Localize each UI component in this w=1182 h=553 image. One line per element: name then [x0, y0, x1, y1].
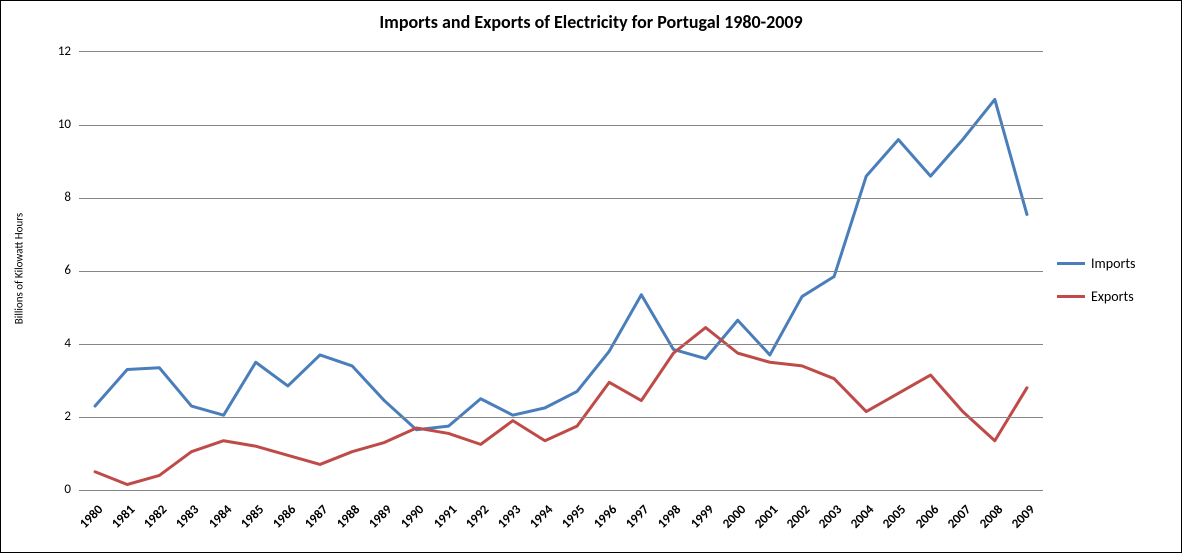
x-tick-label: 1986: [270, 502, 299, 531]
x-tick-label: 2000: [720, 502, 749, 531]
x-tick-label: 2002: [784, 502, 813, 531]
x-tick-label: 1980: [77, 502, 106, 531]
chart-title: Imports and Exports of Electricity for P…: [1, 11, 1181, 33]
x-tick-label: 1987: [302, 502, 331, 531]
x-tick-label: 1998: [655, 502, 684, 531]
x-tick-label: 1991: [431, 502, 460, 531]
x-tick-label: 1992: [463, 502, 492, 531]
x-tick-label: 2005: [880, 502, 909, 531]
x-tick-label: 1993: [495, 502, 524, 531]
x-tick-label: 1984: [206, 502, 235, 531]
x-tick-label: 2007: [945, 502, 974, 531]
gridline: [79, 344, 1043, 345]
gridline: [79, 271, 1043, 272]
y-tick-label: 10: [43, 117, 71, 132]
x-tick-label: 1999: [688, 502, 717, 531]
x-tick-label: 2003: [816, 502, 845, 531]
x-tick-label: 1994: [527, 502, 556, 531]
y-tick-label: 4: [43, 336, 71, 351]
y-tick-label: 8: [43, 190, 71, 205]
gridline: [79, 417, 1043, 418]
legend-item-imports: Imports: [1057, 255, 1136, 272]
y-tick-label: 0: [43, 482, 71, 497]
legend-swatch: [1057, 295, 1085, 298]
y-tick-label: 6: [43, 263, 71, 278]
chart-container: Imports and Exports of Electricity for P…: [0, 0, 1182, 553]
x-tick-label: 2001: [752, 502, 781, 531]
plot-area: [79, 51, 1043, 491]
series-line-exports: [95, 328, 1027, 485]
gridline: [79, 198, 1043, 199]
legend-label: Imports: [1091, 255, 1136, 272]
x-tick-label: 1985: [238, 502, 267, 531]
y-tick-label: 12: [43, 44, 71, 59]
x-tick-label: 1997: [623, 502, 652, 531]
y-axis-title: Billions of Kilowatt Hours: [13, 189, 26, 349]
y-tick-label: 2: [43, 409, 71, 424]
gridline: [79, 125, 1043, 126]
x-tick-label: 1982: [141, 502, 170, 531]
x-tick-label: 1995: [559, 502, 588, 531]
legend-label: Exports: [1091, 288, 1134, 305]
x-tick-label: 1981: [109, 502, 138, 531]
series-line-imports: [95, 99, 1027, 429]
x-tick-label: 2004: [848, 502, 877, 531]
legend-swatch: [1057, 262, 1085, 265]
x-tick-label: 1989: [366, 502, 395, 531]
legend: Imports Exports: [1057, 255, 1136, 321]
legend-item-exports: Exports: [1057, 288, 1136, 305]
x-tick-label: 1988: [334, 502, 363, 531]
x-tick-label: 1983: [173, 502, 202, 531]
x-tick-label: 1996: [591, 502, 620, 531]
x-tick-label: 2006: [913, 502, 942, 531]
x-tick-label: 2008: [977, 502, 1006, 531]
x-tick-label: 2009: [1009, 502, 1038, 531]
x-tick-label: 1990: [398, 502, 427, 531]
